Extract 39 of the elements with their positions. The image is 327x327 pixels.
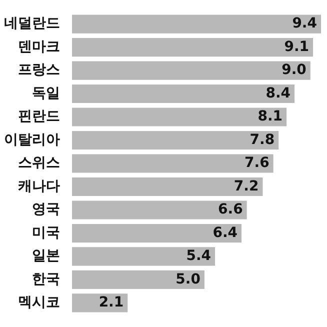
bar xyxy=(72,84,295,104)
data-label: 7.2 xyxy=(234,178,259,194)
y-tick-label: 덴마크 xyxy=(18,38,60,55)
data-label: 6.4 xyxy=(212,224,238,241)
data-label: 6.6 xyxy=(218,202,243,218)
data-label: 9.0 xyxy=(282,62,307,78)
y-tick-label: 미국 xyxy=(32,224,60,241)
bar xyxy=(72,14,321,34)
data-label: 8.4 xyxy=(266,85,291,102)
bar xyxy=(72,294,128,312)
y-tick-label: 캐나다 xyxy=(18,178,60,194)
y-tick-label: 영국 xyxy=(32,202,60,218)
data-label: 9.4 xyxy=(292,16,318,32)
y-tick-label: 멕시코 xyxy=(18,294,60,311)
bar xyxy=(72,61,310,80)
y-tick-label: 네덜란드 xyxy=(4,16,60,32)
y-tick-label: 핀란드 xyxy=(18,108,60,125)
data-label: 5.4 xyxy=(186,248,212,264)
y-tick-label: 스위스 xyxy=(18,155,60,172)
y-tick-label: 일본 xyxy=(32,248,60,264)
data-label: 2.1 xyxy=(98,294,124,311)
bar xyxy=(72,154,274,173)
y-tick-label: 이탈리아 xyxy=(4,132,60,148)
data-label: 7.6 xyxy=(244,155,270,172)
bar xyxy=(72,108,287,126)
data-label: 5.0 xyxy=(176,271,201,288)
bar xyxy=(72,224,242,243)
data-label: 9.1 xyxy=(284,38,310,55)
bar xyxy=(72,247,216,266)
bar xyxy=(72,200,247,220)
y-tick-label: 한국 xyxy=(32,271,60,288)
y-tick-label: 독일 xyxy=(32,85,60,102)
data-label: 8.1 xyxy=(258,108,283,125)
y-tick-label: 프랑스 xyxy=(18,62,60,78)
bar xyxy=(72,177,263,196)
bar xyxy=(72,130,279,150)
bar xyxy=(72,270,204,290)
bar xyxy=(72,38,314,57)
data-label: 7.8 xyxy=(250,132,275,148)
